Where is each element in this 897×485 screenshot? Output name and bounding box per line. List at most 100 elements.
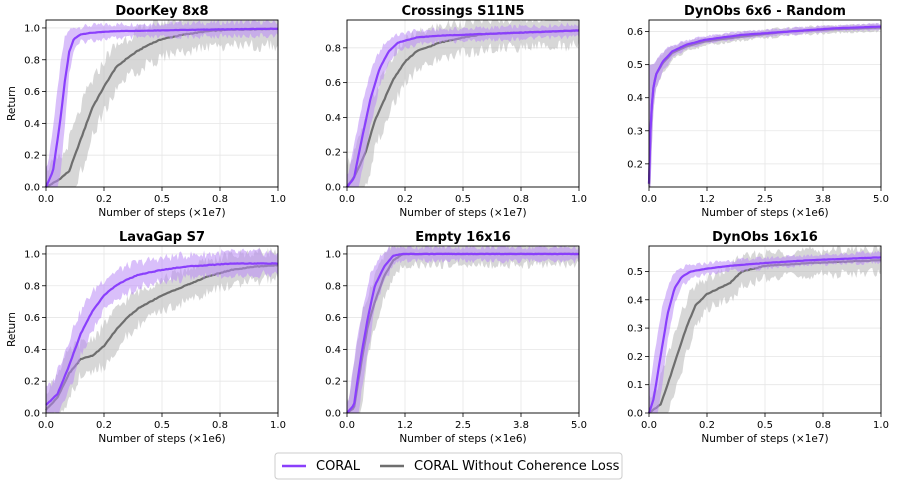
legend-coral-label: CORAL: [316, 459, 361, 474]
x-tick-label: 1.2: [699, 194, 715, 205]
y-tick-label: 0.0: [24, 183, 40, 194]
y-tick-label: 0.0: [24, 409, 40, 420]
panel-title: Crossings S11N5: [401, 4, 524, 19]
x-tick-label: 0.0: [38, 420, 54, 431]
x-tick-label: 0.8: [815, 420, 831, 431]
y-tick-label: 0.2: [627, 159, 643, 170]
coral-line: [647, 25, 882, 184]
y-tick-label: 0.5: [627, 267, 643, 278]
x-tick-label: 0.8: [212, 194, 228, 205]
x-tick-label: 0.5: [757, 420, 773, 431]
y-axis-label: Return: [6, 86, 18, 121]
y-tick-label: 0.6: [325, 78, 341, 89]
x-tick-label: 0.2: [397, 194, 413, 205]
panel-title: DynObs 6x6 - Random: [684, 4, 846, 19]
panel-1: 0.0 0.2 0.5 0.8 1.0 0.0 0.2 0.4 0.6 0.8 1.0 DoorKey…: [6, 4, 286, 219]
baseline-band: [46, 247, 278, 413]
x-axis-label: Number of steps (×1e6): [98, 433, 225, 445]
y-tick-label: 0.2: [325, 148, 341, 159]
x-tick-label: 0.0: [339, 420, 355, 431]
coral-line: [45, 262, 279, 406]
x-tick-label: 1.0: [873, 420, 889, 431]
panel-title: Empty 16x16: [415, 230, 511, 245]
y-tick-label: 0.2: [24, 151, 40, 162]
panels: 0.0 0.2 0.5 0.8 1.0 0.0 0.2 0.4 0.6 0.8 1.0 DoorKey…: [6, 4, 889, 445]
x-tick-label: 3.8: [815, 194, 831, 205]
x-tick-label: 0.8: [513, 194, 529, 205]
y-tick-label: 0.4: [24, 345, 40, 356]
coral-line: [346, 29, 580, 188]
x-tick-label: 0.0: [339, 194, 355, 205]
x-tick-label: 0.5: [154, 194, 170, 205]
x-tick-label: 0.0: [641, 420, 657, 431]
baseline-band: [649, 246, 881, 413]
coral-band: [46, 20, 278, 187]
panel-6: 0.0 0.2 0.5 0.8 1.0 0.0 0.1 0.2 0.3 0.4 0.5 DynObs …: [627, 230, 889, 445]
coral-line: [647, 256, 882, 414]
y-tick-label: 1.0: [24, 23, 40, 34]
x-tick-label: 0.8: [212, 420, 228, 431]
x-tick-label: 5.0: [873, 194, 889, 205]
legend-baseline-label: CORAL Without Coherence Loss: [414, 459, 620, 474]
x-tick-label: 0.2: [96, 194, 112, 205]
y-tick-label: 1.0: [24, 249, 40, 260]
legend-box: [274, 452, 623, 480]
coral-band: [46, 248, 278, 413]
panel-2: 0.0 0.2 0.5 0.8 1.0 0.0 0.2 0.4 0.6 0.8 Crossings …: [325, 4, 587, 219]
baseline-band: [347, 246, 579, 413]
panel-title: LavaGap S7: [119, 230, 205, 245]
y-tick-label: 0.3: [627, 324, 643, 335]
x-tick-label: 1.0: [270, 194, 286, 205]
y-tick-label: 0.8: [24, 281, 40, 292]
y-tick-label: 0.5: [627, 60, 643, 71]
y-tick-label: 0.8: [325, 281, 341, 292]
y-tick-label: 0.1: [627, 380, 643, 391]
y-tick-label: 1.0: [325, 249, 341, 260]
x-axis-label: Number of steps (×1e6): [399, 433, 526, 445]
y-tick-label: 0.6: [627, 27, 643, 38]
x-tick-label: 0.2: [699, 420, 715, 431]
panel-5: 0.0 1.2 2.5 3.8 5.0 0.0 0.2 0.4 0.6 0.8 1.0 Empty 1…: [325, 230, 587, 445]
x-tick-label: 3.8: [513, 420, 529, 431]
x-tick-label: 0.0: [641, 194, 657, 205]
y-tick-label: 0.6: [24, 313, 40, 324]
y-tick-label: 0.4: [627, 93, 643, 104]
panel-title: DoorKey 8x8: [115, 4, 208, 19]
y-tick-label: 0.4: [627, 295, 643, 306]
x-axis-label: Number of steps (×1e7): [98, 207, 225, 219]
y-tick-label: 0.4: [24, 119, 40, 130]
x-tick-label: 0.0: [38, 194, 54, 205]
coral-line: [44, 27, 279, 188]
x-tick-label: 0.5: [154, 420, 170, 431]
x-tick-label: 0.5: [455, 194, 471, 205]
y-tick-label: 0.4: [325, 345, 341, 356]
y-axis-label: Return: [6, 312, 18, 347]
panel-title: DynObs 16x16: [712, 230, 818, 245]
y-tick-label: 0.6: [24, 87, 40, 98]
x-axis-label: Number of steps (×1e6): [701, 207, 828, 219]
panel-3: 0.0 1.2 2.5 3.8 5.0 0.2 0.3 0.4 0.5 0.6 DynObs 6x6…: [627, 4, 889, 219]
x-tick-label: 5.0: [571, 420, 587, 431]
x-axis-label: Number of steps (×1e7): [399, 207, 526, 219]
x-tick-label: 0.2: [96, 420, 112, 431]
y-tick-label: 0.0: [627, 409, 643, 420]
x-tick-label: 1.0: [270, 420, 286, 431]
y-tick-label: 0.2: [627, 352, 643, 363]
y-tick-label: 0.8: [325, 43, 341, 54]
x-tick-label: 1.0: [571, 194, 587, 205]
y-tick-label: 0.4: [325, 113, 341, 124]
legend: CORAL CORAL Without Coherence Loss: [274, 452, 623, 480]
panel-4: 0.0 0.2 0.5 0.8 1.0 0.0 0.2 0.4 0.6 0.8 1.0 LavaGap…: [6, 230, 286, 445]
coral-line: [346, 252, 580, 414]
x-tick-label: 2.5: [757, 194, 773, 205]
y-tick-label: 0.2: [24, 377, 40, 388]
x-axis-label: Number of steps (×1e7): [701, 433, 828, 445]
x-tick-label: 2.5: [455, 420, 471, 431]
y-tick-label: 0.8: [24, 55, 40, 66]
y-tick-label: 0.0: [325, 183, 341, 194]
x-tick-label: 1.2: [397, 420, 413, 431]
y-tick-label: 0.2: [325, 377, 341, 388]
y-tick-label: 0.6: [325, 313, 341, 324]
y-tick-label: 0.3: [627, 126, 643, 137]
